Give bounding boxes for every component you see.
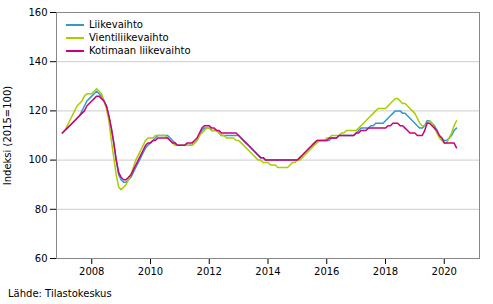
svg-text:2012: 2012 bbox=[197, 266, 222, 277]
svg-text:80: 80 bbox=[35, 204, 48, 215]
svg-text:2010: 2010 bbox=[138, 266, 163, 277]
svg-text:100: 100 bbox=[28, 154, 47, 165]
html-text:Liikevaihto: Liikevaihto bbox=[89, 19, 143, 30]
svg-text:120: 120 bbox=[28, 105, 47, 116]
svg-text:160: 160 bbox=[28, 7, 47, 18]
svg-text:2020: 2020 bbox=[432, 266, 457, 277]
html-text:Kotimaan liikevaihto: Kotimaan liikevaihto bbox=[89, 45, 191, 56]
html-text:Lähde: Tilastokeskus: Lähde: Tilastokeskus bbox=[8, 288, 112, 299]
svg-text:2016: 2016 bbox=[314, 266, 339, 277]
svg-text:60: 60 bbox=[35, 253, 48, 264]
svg-text:2014: 2014 bbox=[255, 266, 280, 277]
svg-text:2018: 2018 bbox=[373, 266, 398, 277]
svg-text:Indeksi (2015=100): Indeksi (2015=100) bbox=[2, 86, 13, 186]
html-text:Vientiliikevaihto: Vientiliikevaihto bbox=[89, 32, 169, 43]
svg-text:2008: 2008 bbox=[79, 266, 104, 277]
svg-text:140: 140 bbox=[28, 56, 47, 67]
